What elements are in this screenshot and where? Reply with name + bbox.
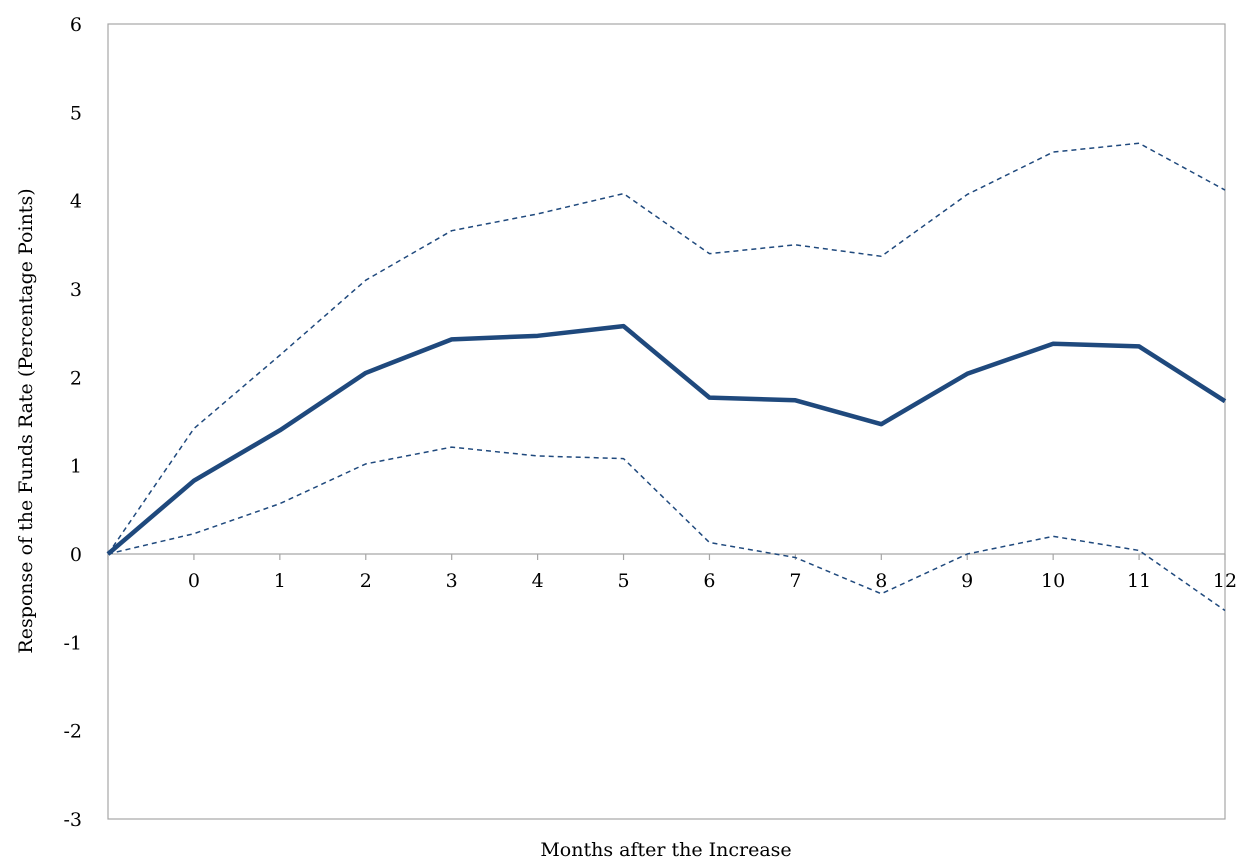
x-tick-label: 1 — [274, 570, 286, 592]
x-tick-label: 10 — [1041, 570, 1065, 592]
x-tick-label: 4 — [532, 570, 544, 592]
x-axis-title: Months after the Increase — [540, 839, 791, 861]
y-tick-label: -1 — [63, 632, 82, 654]
x-tick-label: 5 — [617, 570, 629, 592]
y-tick-label: -2 — [63, 721, 82, 743]
y-tick-label: 4 — [70, 191, 82, 213]
x-tick-label: 9 — [961, 570, 973, 592]
y-tick-label: 1 — [70, 456, 82, 478]
y-tick-label: 5 — [70, 102, 82, 124]
y-tick-label: 6 — [70, 14, 82, 36]
x-tick-label: 6 — [703, 570, 715, 592]
x-tick-label: 8 — [875, 570, 887, 592]
y-axis-title: Response of the Funds Rate (Percentage P… — [15, 188, 37, 653]
y-tick-label: 2 — [70, 367, 82, 389]
series-line-lower-band — [107, 446, 1226, 612]
y-tick-label: -3 — [63, 809, 82, 831]
plot-area — [107, 23, 1226, 820]
x-tick-label: 11 — [1127, 570, 1151, 592]
x-tick-label: 7 — [789, 570, 801, 592]
x-axis-tick-marks — [107, 554, 1226, 560]
x-tick-label: 2 — [360, 570, 372, 592]
x-tick-label: 3 — [446, 570, 458, 592]
y-axis-tick-labels: -3 -2 -1 0 1 2 3 4 5 6 — [63, 14, 82, 831]
series-line-upper-band — [107, 142, 1226, 555]
series-layer — [106, 142, 1227, 612]
y-tick-label: 0 — [70, 544, 82, 566]
series-line-estimate — [106, 323, 1227, 556]
x-tick-label: 12 — [1213, 570, 1237, 592]
x-tick-label: 0 — [188, 570, 200, 592]
x-axis-tick-labels: 0 1 2 3 4 5 6 7 8 9 10 11 12 — [188, 570, 1237, 592]
y-tick-label: 3 — [70, 279, 82, 301]
